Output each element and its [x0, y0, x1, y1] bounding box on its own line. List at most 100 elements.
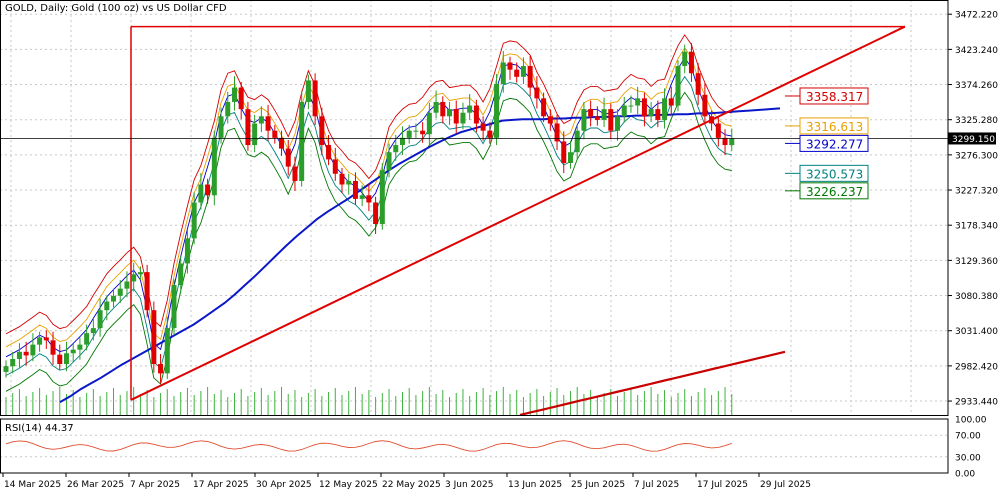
candle-body — [440, 101, 446, 117]
candle-body — [541, 98, 547, 117]
price-tick-label: 3178.340 — [955, 222, 998, 232]
price-tick-label: 3472.220 — [955, 11, 998, 21]
time-axis[interactable]: 14 Mar 2025 26 Mar 2025 7 Apr 2025 17 Apr 2… — [2, 473, 811, 490]
candle-body — [16, 351, 22, 359]
envelope-line — [5, 75, 732, 376]
time-tick-label: 12 May 2025 — [319, 480, 378, 490]
candle-body — [245, 109, 251, 146]
candle-body — [386, 152, 392, 171]
rsi-tick-label: 70.00 — [955, 432, 981, 442]
price-tick-label: 3129.360 — [955, 257, 998, 267]
candle-body — [453, 109, 459, 124]
candle-body — [312, 80, 318, 117]
candle-body — [319, 116, 325, 146]
candle-body — [366, 195, 372, 203]
candle-body — [567, 152, 573, 163]
candle-body — [305, 80, 311, 102]
candle-body — [111, 295, 117, 302]
candle-body — [594, 116, 600, 120]
candle-body — [359, 195, 365, 199]
candle-body — [84, 333, 90, 345]
price-tag-label: 3292.277 — [806, 137, 863, 151]
candle-body — [682, 51, 688, 67]
price-tag-box — [799, 87, 869, 105]
candle-body — [561, 141, 567, 163]
price-tag-box — [799, 164, 869, 182]
candle-body — [144, 272, 150, 311]
candle-body — [574, 130, 580, 153]
candle-body — [729, 138, 735, 146]
rsi-tick-label: 100.00 — [955, 416, 987, 426]
time-tick-label: 7 Jul 2025 — [634, 480, 679, 490]
candle-body — [63, 353, 69, 365]
candle-body — [158, 364, 164, 374]
rsi-axis: 100.00 70.00 30.00 0.00 — [955, 416, 987, 480]
time-tick-label: 3 Jun 2025 — [445, 480, 493, 490]
candle-body — [97, 310, 103, 329]
current-price-label: 3299.150 — [952, 135, 995, 145]
candle-body — [171, 285, 177, 329]
price-tick-label: 3325.280 — [955, 116, 998, 126]
price-tag-box — [799, 134, 869, 152]
candle-body — [715, 123, 721, 138]
candle-body — [198, 184, 204, 203]
price-tag-box — [799, 117, 869, 135]
price-grid — [0, 0, 948, 415]
rsi-indicator-label: RSI(14) 44.37 — [5, 423, 74, 434]
candle-body — [507, 62, 513, 70]
candle-body — [702, 94, 708, 117]
candle-body — [668, 98, 674, 106]
candle-body — [131, 274, 137, 282]
candle-body — [433, 101, 439, 113]
time-tick-label: 17 Apr 2025 — [193, 480, 249, 490]
candle-body — [30, 344, 36, 356]
trendline-objects — [130, 25, 906, 401]
price-tick-label: 3423.240 — [955, 46, 998, 56]
candle-body — [635, 98, 641, 106]
candle-body — [178, 263, 184, 286]
candle-body — [554, 123, 560, 142]
candle-body — [104, 301, 110, 311]
candle-body — [500, 62, 506, 85]
rising-trendline — [130, 25, 906, 401]
price-tag-label: 3250.573 — [806, 167, 863, 181]
candle-body — [211, 137, 217, 196]
candle-body — [299, 101, 305, 181]
candle-body — [608, 109, 614, 131]
candle-body — [487, 130, 493, 138]
rsi-tick-label: 0.00 — [955, 470, 975, 480]
candle-body — [218, 116, 224, 138]
time-tick-label: 17 Jul 2025 — [697, 480, 748, 490]
rsi-pane-border — [0, 418, 949, 474]
candle-body — [238, 87, 244, 110]
candle-body — [420, 130, 426, 135]
candle-body — [137, 272, 143, 275]
price-axis[interactable]: 3472.220 3423.240 3374.260 3325.280 3276.300… — [948, 11, 998, 408]
candle-body — [191, 202, 197, 239]
candle-body — [547, 116, 553, 124]
candle-body — [231, 87, 237, 102]
price-tag-label: 3316.613 — [806, 120, 863, 134]
candle-body — [225, 101, 231, 117]
candle-body — [332, 159, 338, 174]
candle-body — [117, 288, 123, 296]
candle-body — [460, 112, 466, 124]
candle-body — [3, 366, 9, 372]
time-tick-label: 7 Apr 2025 — [130, 480, 180, 490]
candle-body — [467, 105, 473, 113]
candle-body — [406, 130, 412, 138]
candle-body — [339, 173, 345, 185]
candle-body — [292, 166, 298, 181]
candle-body — [252, 123, 258, 146]
candle-body — [601, 109, 607, 120]
candle-body — [379, 170, 385, 225]
time-tick-label: 13 Jun 2025 — [508, 480, 562, 490]
candle-body — [326, 145, 332, 160]
time-tick-label: 22 May 2025 — [382, 480, 441, 490]
price-pane-border — [0, 0, 949, 416]
candle-body — [164, 328, 170, 374]
candle-body — [205, 184, 211, 196]
candle-body — [77, 344, 83, 350]
price-tick-label: 3031.400 — [955, 327, 998, 337]
